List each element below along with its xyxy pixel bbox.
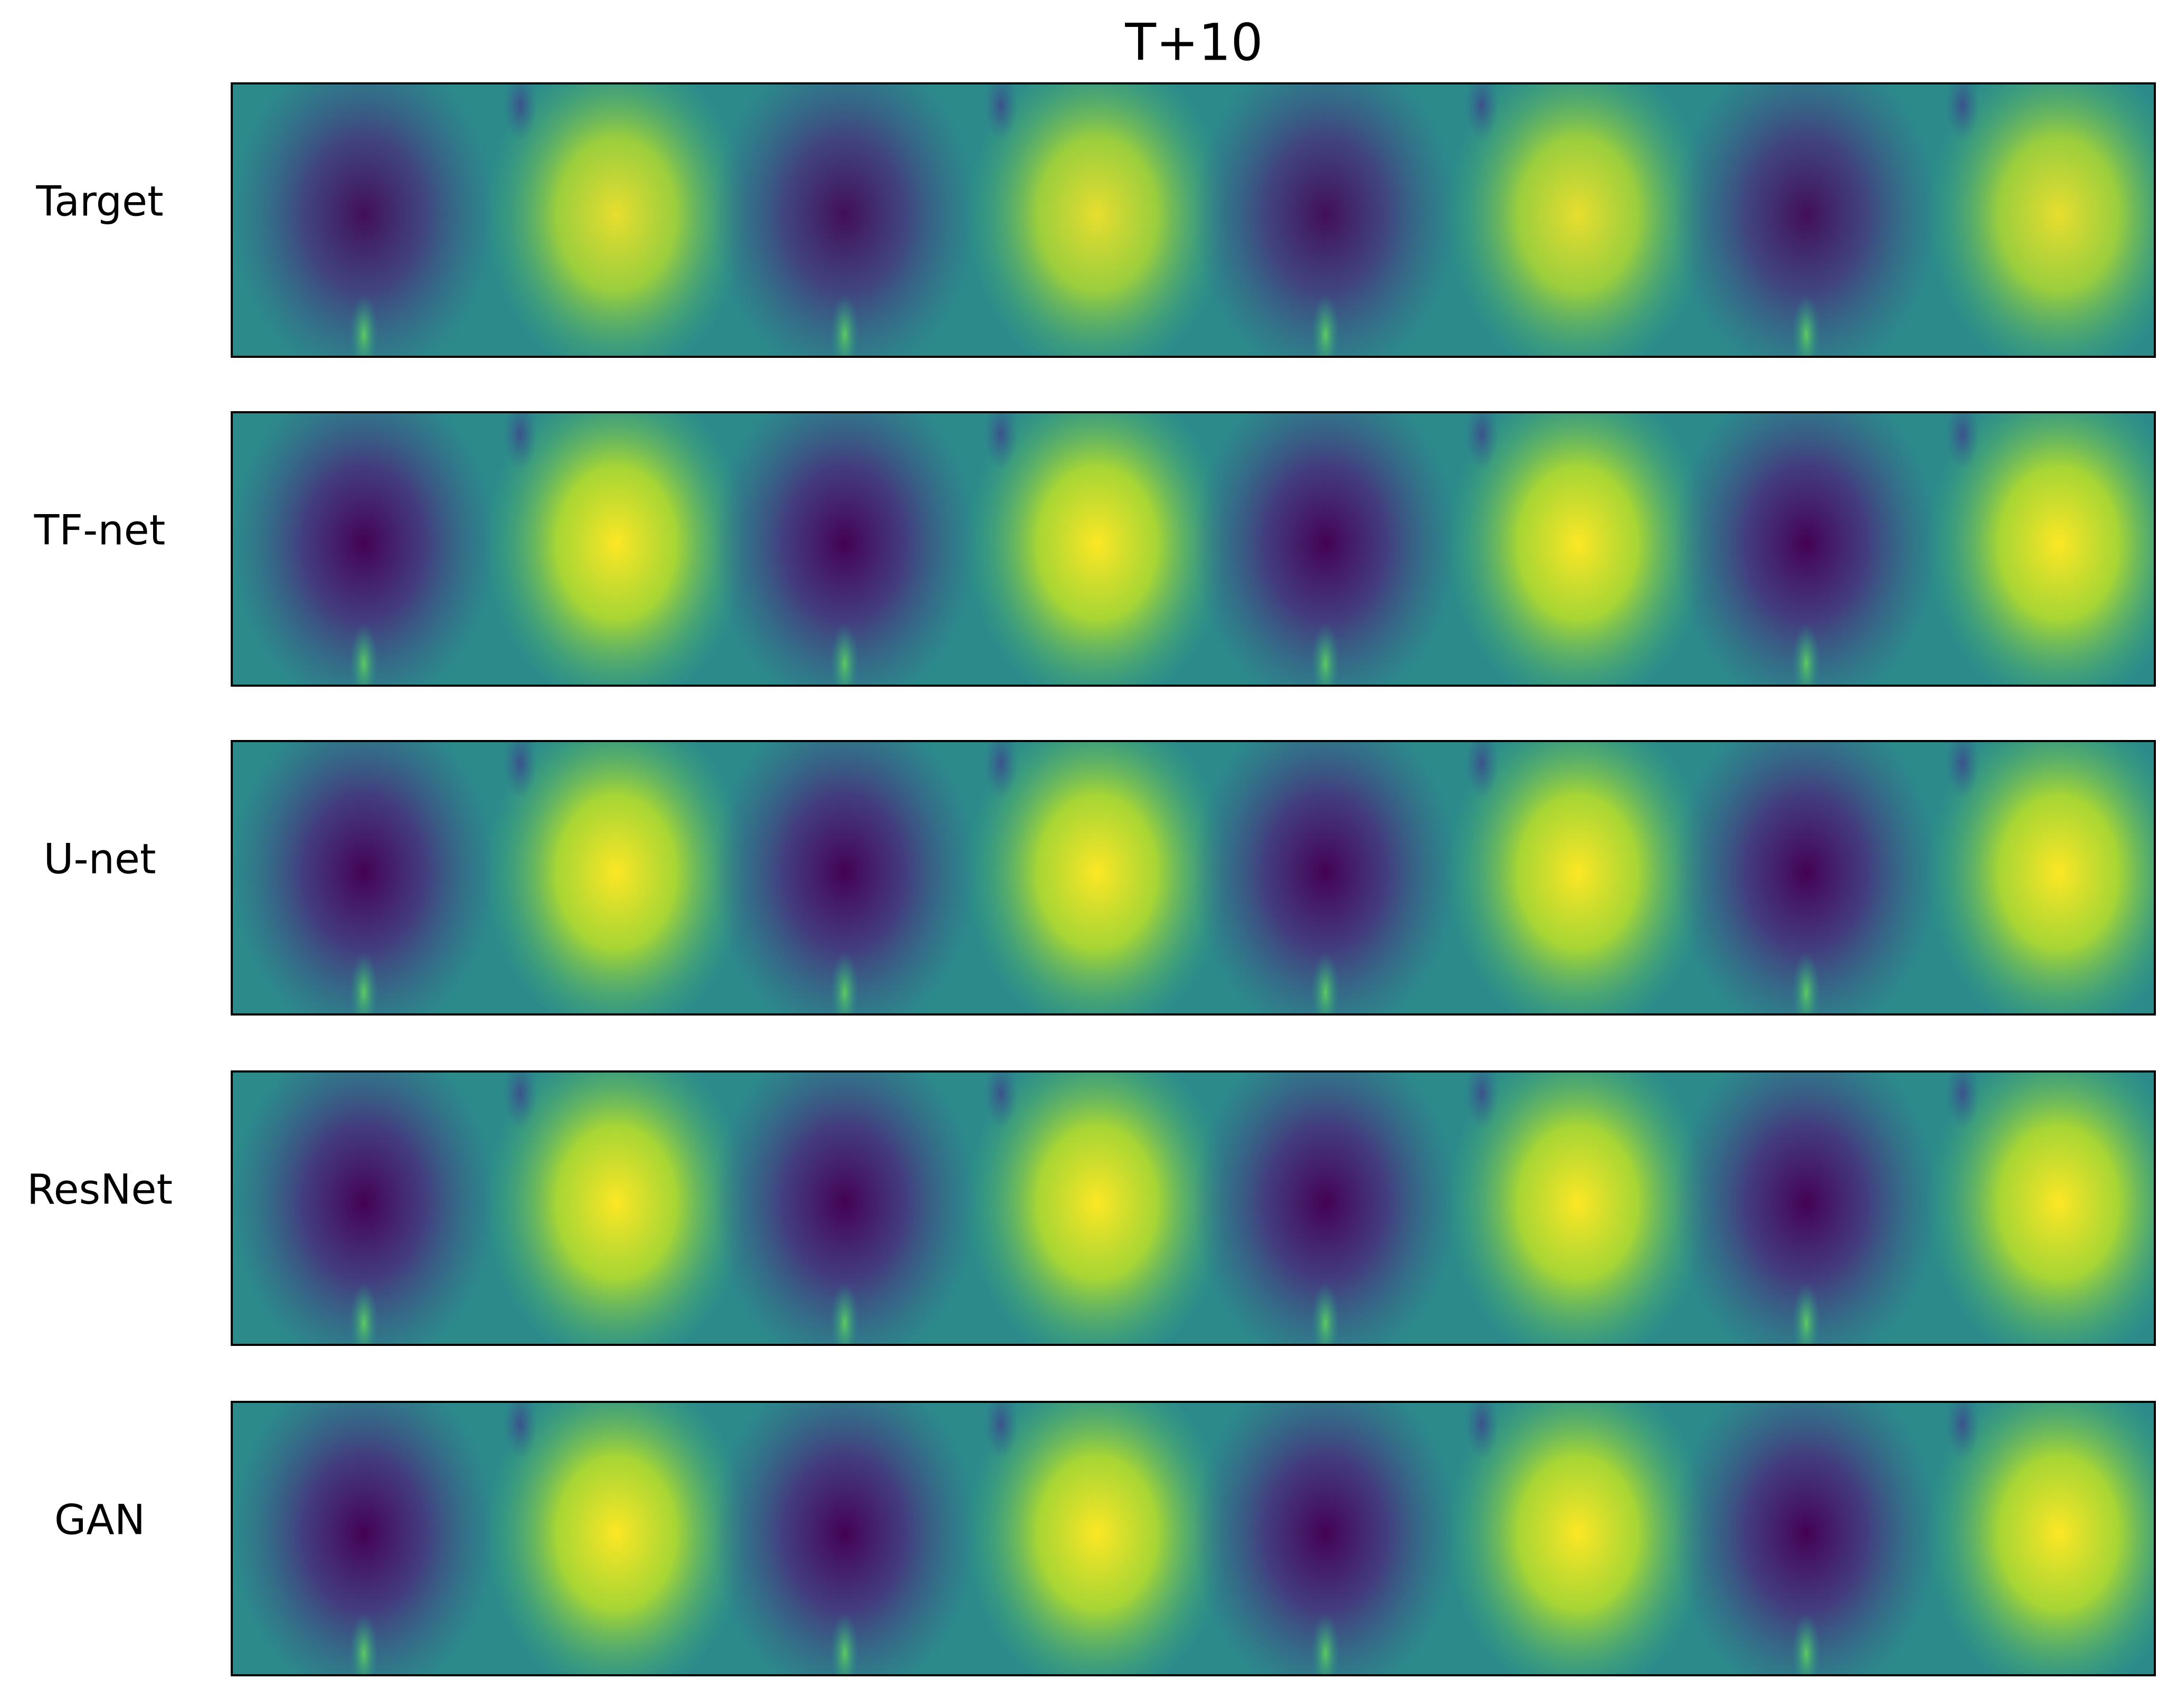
bottom-spike — [1792, 951, 1821, 1014]
bottom-spike — [349, 293, 378, 357]
dark-region — [712, 83, 977, 357]
bright-region — [1445, 83, 1710, 357]
bottom-spike — [1792, 1612, 1821, 1675]
bottom-spike — [830, 951, 859, 1014]
top-notch — [984, 1071, 1018, 1129]
dark-region — [1674, 741, 1939, 1014]
figure-title: T+10 — [1124, 13, 1263, 72]
bright-region — [484, 741, 749, 1014]
bottom-spike — [1311, 951, 1340, 1014]
bright-region — [1926, 83, 2155, 357]
bright-region — [964, 412, 1229, 686]
bright-region — [964, 1071, 1229, 1345]
top-notch — [984, 83, 1018, 141]
dark-region — [712, 1071, 977, 1345]
dark-region — [1193, 1402, 1458, 1675]
panel-frame — [231, 82, 2156, 358]
top-notch — [984, 412, 1018, 470]
top-notch — [1945, 1071, 1980, 1129]
row-label: GAN — [54, 1496, 145, 1544]
panel-frame — [231, 411, 2156, 687]
bottom-spike — [349, 1282, 378, 1345]
heatmap — [232, 412, 2155, 686]
panel-frame — [231, 1070, 2156, 1346]
dark-region — [1674, 1071, 1939, 1345]
bright-region — [484, 1071, 749, 1345]
bright-region — [484, 1402, 749, 1675]
heatmap — [232, 1071, 2155, 1345]
dark-region — [1193, 1071, 1458, 1345]
top-notch — [1465, 741, 1499, 799]
dark-region — [1674, 83, 1939, 357]
top-notch — [1465, 1402, 1499, 1459]
dark-region — [1193, 741, 1458, 1014]
dark-region — [232, 1071, 496, 1345]
panel-frame — [231, 740, 2156, 1016]
dark-region — [1674, 412, 1939, 686]
bright-region — [1926, 741, 2155, 1014]
top-notch — [503, 1071, 537, 1129]
bottom-spike — [830, 293, 859, 357]
bottom-spike — [830, 622, 859, 686]
bright-region — [964, 741, 1229, 1014]
top-notch — [503, 1402, 537, 1459]
row-label: U-net — [43, 836, 156, 883]
top-notch — [984, 741, 1018, 799]
top-notch — [1945, 412, 1980, 470]
dark-region — [232, 83, 496, 357]
top-notch — [503, 83, 537, 141]
top-notch — [984, 1402, 1018, 1459]
top-notch — [1465, 83, 1499, 141]
dark-region — [232, 741, 496, 1014]
top-notch — [1945, 741, 1980, 799]
bright-region — [484, 83, 749, 357]
bright-region — [1445, 1402, 1710, 1675]
row-label: ResNet — [27, 1166, 173, 1213]
dark-region — [712, 412, 977, 686]
bottom-spike — [1311, 622, 1340, 686]
dark-region — [712, 1402, 977, 1675]
heatmap — [232, 741, 2155, 1014]
top-notch — [503, 741, 537, 799]
bright-region — [964, 1402, 1229, 1675]
bottom-spike — [1792, 293, 1821, 357]
top-notch — [1465, 1071, 1499, 1129]
row-label: TF-net — [34, 507, 166, 554]
bottom-spike — [349, 951, 378, 1014]
row-label: Target — [35, 178, 163, 225]
bright-region — [1926, 1402, 2155, 1675]
bottom-spike — [830, 1612, 859, 1675]
dark-region — [232, 1402, 496, 1675]
bottom-spike — [1311, 1612, 1340, 1675]
top-notch — [1945, 83, 1980, 141]
dark-region — [1193, 412, 1458, 686]
dark-region — [1193, 83, 1458, 357]
bright-region — [1926, 412, 2155, 686]
bright-region — [1445, 1071, 1710, 1345]
bottom-spike — [1792, 622, 1821, 686]
top-notch — [1945, 1402, 1980, 1459]
bottom-spike — [349, 622, 378, 686]
dark-region — [232, 412, 496, 686]
heatmap — [232, 1402, 2155, 1675]
bottom-spike — [830, 1282, 859, 1345]
bright-region — [964, 83, 1229, 357]
heatmap — [232, 83, 2155, 357]
bright-region — [484, 412, 749, 686]
bright-region — [1445, 412, 1710, 686]
bright-region — [1926, 1071, 2155, 1345]
top-notch — [503, 412, 537, 470]
dark-region — [712, 741, 977, 1014]
bottom-spike — [1311, 293, 1340, 357]
panel-frame — [231, 1401, 2156, 1676]
dark-region — [1674, 1402, 1939, 1675]
bottom-spike — [349, 1612, 378, 1675]
bottom-spike — [1792, 1282, 1821, 1345]
bottom-spike — [1311, 1282, 1340, 1345]
top-notch — [1465, 412, 1499, 470]
bright-region — [1445, 741, 1710, 1014]
